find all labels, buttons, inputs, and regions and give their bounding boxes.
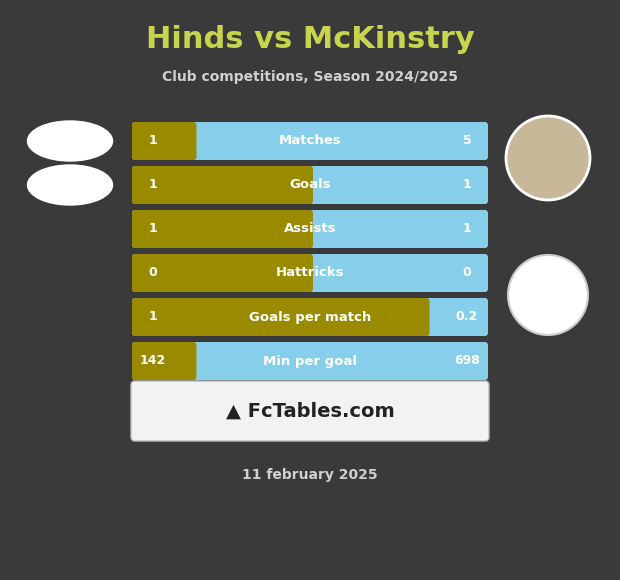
Text: 1: 1 (149, 223, 157, 235)
Text: 5: 5 (463, 135, 471, 147)
FancyBboxPatch shape (132, 298, 488, 336)
Circle shape (506, 116, 590, 200)
FancyBboxPatch shape (132, 342, 197, 380)
Text: ▲ FcTables.com: ▲ FcTables.com (226, 401, 394, 420)
Text: 1: 1 (149, 135, 157, 147)
Text: Min per goal: Min per goal (263, 354, 357, 368)
Text: 0: 0 (463, 266, 471, 280)
Text: Assists: Assists (284, 223, 336, 235)
Ellipse shape (27, 121, 112, 161)
Text: Matches: Matches (278, 135, 342, 147)
FancyBboxPatch shape (132, 254, 313, 292)
Text: 0: 0 (149, 266, 157, 280)
Text: Hattricks: Hattricks (276, 266, 344, 280)
FancyBboxPatch shape (132, 254, 488, 292)
Text: 0.2: 0.2 (456, 310, 478, 324)
FancyBboxPatch shape (132, 342, 488, 380)
FancyBboxPatch shape (132, 166, 488, 204)
Ellipse shape (27, 165, 112, 205)
Text: Club competitions, Season 2024/2025: Club competitions, Season 2024/2025 (162, 70, 458, 84)
Text: Hinds vs McKinstry: Hinds vs McKinstry (146, 25, 474, 54)
Text: 1: 1 (463, 223, 471, 235)
Text: 142: 142 (140, 354, 166, 368)
Text: 1: 1 (463, 179, 471, 191)
Text: Goals: Goals (289, 179, 331, 191)
FancyBboxPatch shape (132, 210, 488, 248)
Text: 11 february 2025: 11 february 2025 (242, 468, 378, 482)
FancyBboxPatch shape (132, 122, 488, 160)
Text: 1: 1 (149, 310, 157, 324)
FancyBboxPatch shape (132, 122, 197, 160)
FancyBboxPatch shape (132, 298, 430, 336)
Text: Goals per match: Goals per match (249, 310, 371, 324)
Circle shape (508, 255, 588, 335)
FancyBboxPatch shape (131, 381, 489, 441)
FancyBboxPatch shape (132, 210, 313, 248)
Text: 698: 698 (454, 354, 480, 368)
FancyBboxPatch shape (132, 166, 313, 204)
Text: 1: 1 (149, 179, 157, 191)
